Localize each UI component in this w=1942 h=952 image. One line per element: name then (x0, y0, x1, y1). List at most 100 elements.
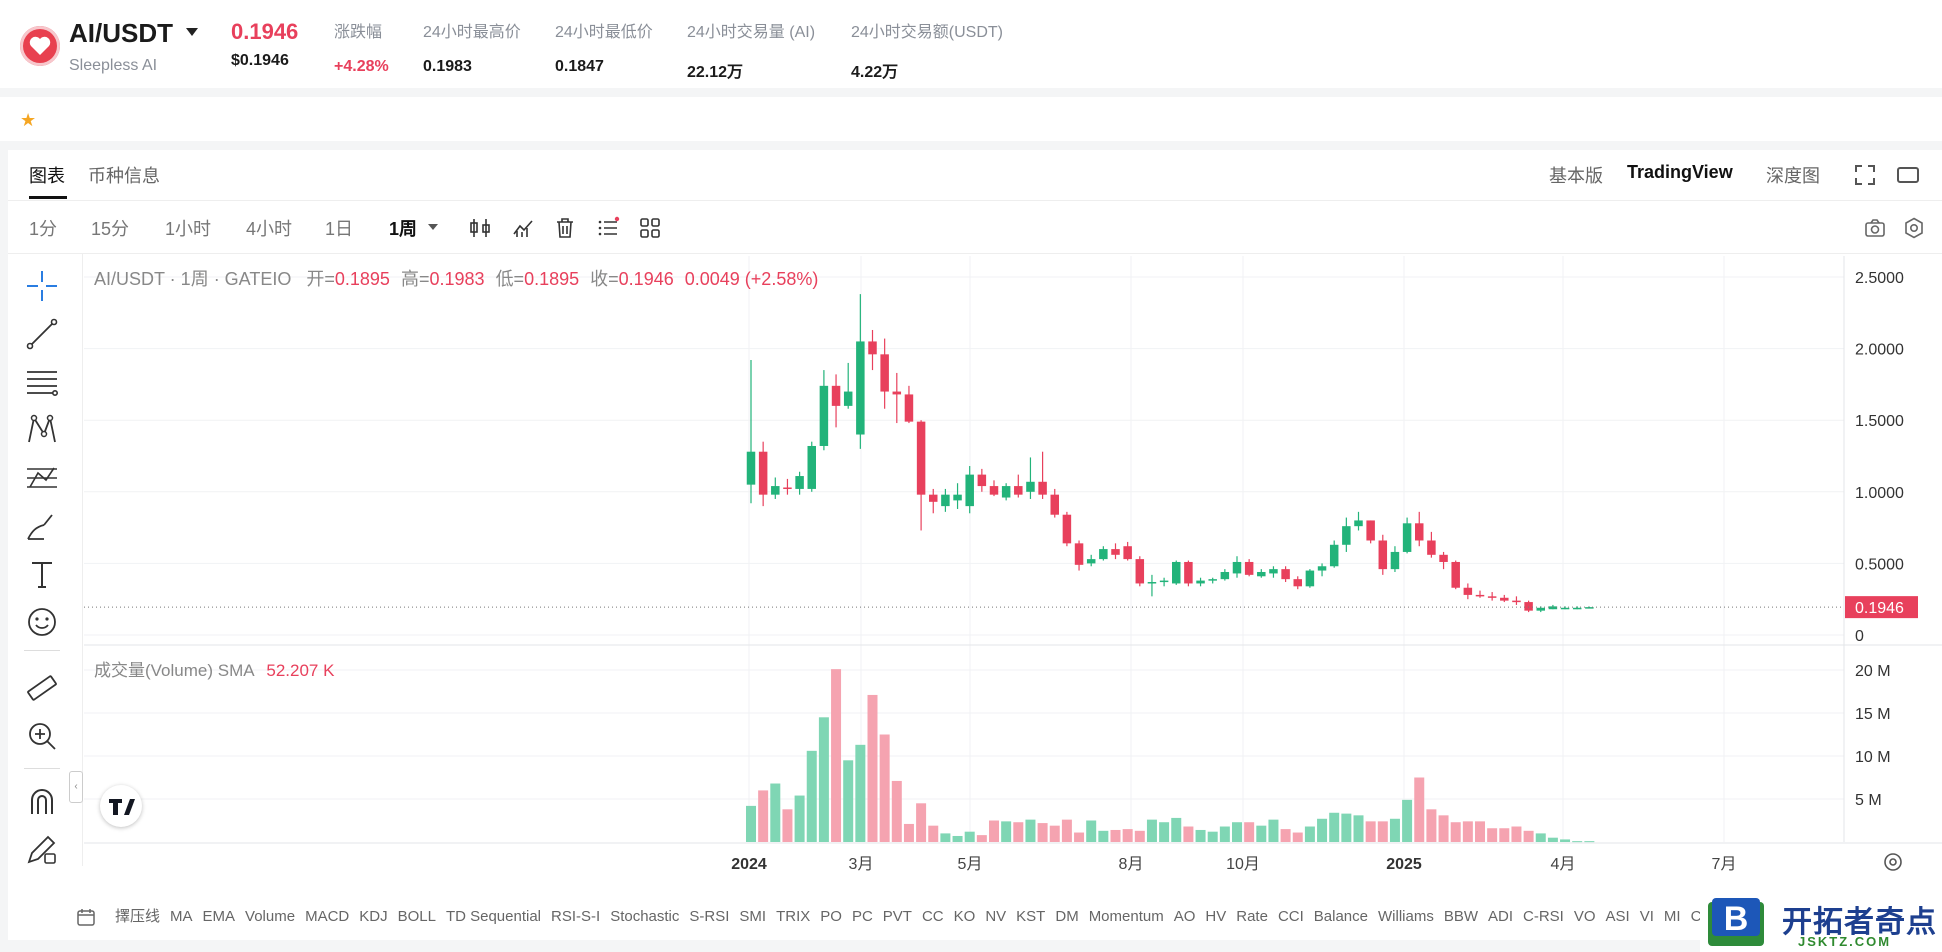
lock-draw-icon[interactable] (24, 832, 60, 868)
indicator-item[interactable]: KST (1016, 908, 1046, 925)
interval-dropdown-icon[interactable] (428, 224, 438, 230)
indicator-item[interactable]: BOLL (397, 908, 436, 925)
indicator-item[interactable]: TD Sequential (445, 908, 542, 925)
magnet-icon[interactable] (24, 784, 60, 820)
delete-icon[interactable] (553, 216, 577, 240)
camera-icon[interactable] (1863, 216, 1887, 240)
pair-selector[interactable]: AI/USDT (69, 18, 173, 48)
volume-bar (1183, 826, 1194, 842)
stat-turnover: 24小时交易额(USDT) 4.22万 (851, 24, 1004, 81)
indicator-item[interactable]: KDJ (359, 908, 388, 925)
indicator-item[interactable]: Momentum (1088, 908, 1164, 925)
volume-bar (976, 835, 987, 842)
coin-logo-icon (20, 26, 60, 66)
candle-body (1123, 546, 1132, 560)
indicator-item[interactable]: VO (1573, 908, 1596, 925)
legend-high: 0.1983 (429, 269, 485, 289)
layout-icon[interactable] (638, 216, 662, 240)
candle-body (880, 354, 889, 392)
indicator-item[interactable]: CCI (1277, 908, 1304, 925)
tab-chart[interactable]: 图表 (29, 166, 65, 186)
indicator-item[interactable]: PVT (882, 908, 912, 925)
star-icon[interactable]: ★ (20, 110, 37, 130)
fullscreen-icon[interactable] (1854, 164, 1876, 186)
candle-body (1487, 596, 1497, 598)
indicator-item[interactable]: PC (851, 908, 873, 925)
indicator-item[interactable]: Balance (1313, 908, 1368, 925)
indicator-item[interactable]: ADI (1488, 908, 1514, 925)
brush-icon[interactable] (24, 508, 60, 544)
indicator-item[interactable]: ASI (1605, 908, 1630, 925)
candle-body (868, 341, 877, 355)
view-tradingview[interactable]: TradingView (1627, 162, 1733, 182)
axis-settings-icon[interactable] (1884, 853, 1902, 871)
indicator-icon[interactable] (511, 216, 535, 240)
indicator-item[interactable]: Stochastic (610, 908, 680, 925)
volume-bar (1572, 841, 1583, 843)
tab-coin-info[interactable]: 币种信息 (88, 166, 160, 186)
indicator-item[interactable]: Volume (245, 908, 296, 925)
interval-4h[interactable]: 4小时 (246, 219, 293, 239)
indicator-item[interactable]: MA (170, 908, 193, 925)
indicator-item[interactable]: MI (1663, 908, 1681, 925)
candle-body (989, 486, 999, 495)
list-icon[interactable] (596, 216, 620, 240)
zoom-icon[interactable] (24, 718, 60, 754)
crosshair-icon[interactable] (24, 268, 60, 304)
indicator-item[interactable]: AO (1173, 908, 1196, 925)
view-basic[interactable]: 基本版 (1549, 166, 1603, 186)
indicator-item[interactable]: KO (953, 908, 976, 925)
trendline-icon[interactable] (24, 316, 60, 352)
volume-bar (1122, 829, 1133, 842)
axis-settings-icon-center[interactable] (1889, 858, 1897, 866)
indicator-item[interactable]: Williams (1378, 908, 1434, 925)
collapse-toolbar-button[interactable]: ‹ (69, 771, 83, 803)
projection-icon[interactable] (24, 460, 60, 496)
legend-open: 0.1895 (334, 269, 390, 289)
indicator-item[interactable]: RSI-S-I (551, 908, 601, 925)
candle-type-icon[interactable] (468, 216, 492, 240)
interval-1d[interactable]: 1日 (325, 219, 354, 239)
interval-1w[interactable]: 1周 (389, 219, 418, 239)
calendar-icon[interactable] (76, 907, 96, 927)
indicator-item[interactable]: EMA (202, 908, 236, 925)
volume-bar (1426, 809, 1437, 842)
emoji-icon[interactable] (24, 604, 60, 640)
window-icon[interactable] (1896, 164, 1920, 186)
interval-1m[interactable]: 1分 (29, 219, 58, 239)
chevron-down-icon[interactable] (186, 28, 198, 36)
pattern-icon[interactable] (24, 412, 60, 448)
settings-icon[interactable] (1902, 216, 1926, 240)
candle-body (953, 494, 962, 501)
tradingview-logo[interactable]: TV (100, 785, 142, 827)
indicator-item[interactable]: MACD (305, 908, 350, 925)
candle-body (904, 394, 914, 422)
indicator-item[interactable]: NV (985, 908, 1007, 925)
interval-15m[interactable]: 15分 (91, 219, 130, 239)
legend-close-label: 收= (590, 269, 619, 289)
ruler-icon[interactable] (24, 670, 60, 706)
volume-bar (1025, 819, 1036, 842)
interval-1h[interactable]: 1小时 (165, 219, 212, 239)
indicator-item[interactable]: C-RSI (1523, 908, 1564, 925)
indicator-item[interactable]: Rate (1236, 908, 1268, 925)
fib-icon[interactable] (24, 364, 60, 400)
indicator-item[interactable]: DM (1055, 908, 1079, 925)
indicator-item[interactable]: PO (820, 908, 842, 925)
candle-body (1402, 523, 1412, 552)
indicator-item[interactable]: BBW (1443, 908, 1478, 925)
text-icon[interactable] (24, 556, 60, 592)
x-tick-label: 3月 (849, 856, 874, 873)
view-depth[interactable]: 深度图 (1766, 166, 1820, 186)
indicator-item[interactable]: SMI (739, 908, 767, 925)
indicator-item[interactable]: VI (1639, 908, 1654, 925)
indicator-item[interactable]: TRIX (776, 908, 811, 925)
indicator-item[interactable]: CC (921, 908, 944, 925)
indicator-item[interactable]: S-RSI (689, 908, 730, 925)
indicator-item[interactable]: HV (1205, 908, 1227, 925)
y-tick-label: 1.0000 (1855, 485, 1904, 502)
volume-tick-label: 15 M (1855, 706, 1891, 723)
indicator-item[interactable]: 擇压线 (115, 908, 161, 925)
y-tick-label: 0 (1855, 628, 1864, 645)
